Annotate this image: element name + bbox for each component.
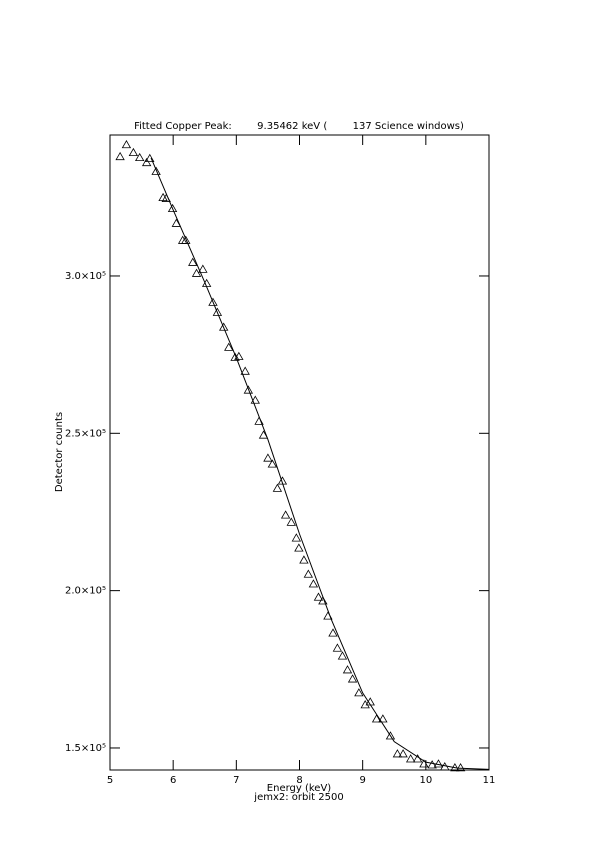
plot-frame (109, 134, 490, 771)
data-point (145, 153, 155, 162)
y-axis-label: Detector counts (54, 412, 65, 492)
data-point (191, 268, 202, 277)
data-point (167, 203, 178, 213)
data-point (240, 366, 250, 375)
y-tick-label: 1.5×10⁵ (65, 743, 106, 754)
data-point (121, 139, 132, 149)
data-point (299, 555, 309, 564)
fit-line (150, 157, 490, 770)
x-tick-label: 10 (419, 775, 432, 786)
data-point (291, 533, 302, 542)
data-point (337, 651, 348, 660)
data-point (208, 297, 218, 306)
data-point (342, 665, 353, 674)
data-point (128, 147, 139, 157)
data-point (234, 351, 244, 360)
data-point (313, 592, 324, 601)
data-point (230, 352, 240, 361)
x-axis-label: Energy (keV) (267, 783, 332, 794)
data-point (398, 749, 408, 758)
data-point (141, 157, 152, 167)
data-point (286, 517, 296, 526)
data-point (308, 579, 319, 588)
data-point (347, 674, 358, 683)
data-point (294, 543, 304, 552)
data-point (332, 643, 343, 652)
data-point (263, 453, 273, 462)
data-point (328, 628, 338, 637)
data-point (318, 596, 328, 605)
data-point (198, 264, 208, 273)
data-point (280, 510, 291, 519)
data-point (392, 749, 403, 758)
data-point (378, 714, 388, 723)
x-tick-label: 8 (296, 775, 302, 786)
x-tick-label: 5 (107, 775, 113, 786)
x-tick-label: 7 (233, 775, 239, 786)
data-point (303, 569, 314, 578)
data-point (427, 760, 437, 769)
y-tick-label: 2.0×10⁵ (65, 586, 106, 597)
data-point (134, 152, 145, 162)
data-point (115, 151, 125, 161)
data-point (419, 759, 429, 768)
data-point (433, 759, 444, 768)
data-point (360, 700, 370, 709)
data-point (188, 257, 198, 266)
data-point (405, 754, 416, 763)
y-tick-label: 3.0×10⁵ (65, 271, 106, 282)
data-point (181, 235, 191, 244)
x-tick-label: 9 (359, 775, 365, 786)
data-point (212, 307, 223, 316)
y-tick-label: 2.5×10⁵ (65, 428, 106, 439)
data-point (250, 395, 260, 404)
data-point (385, 731, 396, 740)
data-point (151, 166, 161, 175)
data-point (371, 714, 382, 723)
subtitle: jemx2: orbit 2500 (253, 792, 343, 803)
x-tick-label: 6 (170, 775, 176, 786)
data-point (455, 762, 466, 772)
data-point (219, 322, 229, 331)
data-point (224, 342, 234, 351)
x-tick-label: 11 (483, 775, 496, 786)
data-point (243, 385, 254, 394)
data-point (354, 688, 364, 697)
chart-title: Fitted Copper Peak: 9.35462 keV ( 137 Sc… (134, 121, 464, 132)
data-point (272, 483, 283, 492)
data-point (267, 459, 278, 468)
